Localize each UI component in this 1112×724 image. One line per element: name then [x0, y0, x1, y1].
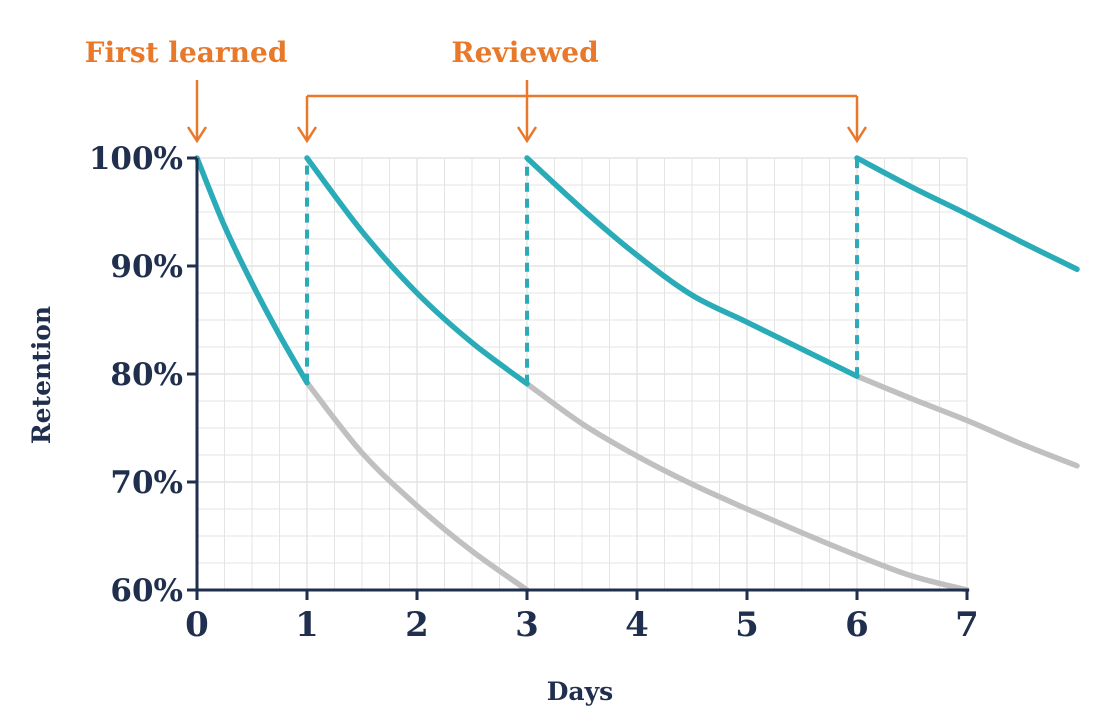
x-tick-label: 0: [185, 605, 209, 645]
x-axis-title: Days: [547, 677, 613, 706]
with-review-curve-2: [304, 155, 530, 387]
x-tick-label: 4: [625, 605, 649, 645]
without-review-curve-1: [304, 379, 530, 593]
reviewed-label: Reviewed: [451, 36, 598, 69]
annotations: First learned Reviewed: [85, 36, 868, 144]
y-tick-label: 80%: [110, 357, 183, 393]
with-review-curve-3: [524, 155, 860, 379]
y-tick-label: 90%: [110, 249, 183, 285]
y-tick-label: 70%: [110, 465, 183, 501]
axes: 0 1 2 3 4 5 6 7 60% 70% 80% 90% 100%: [89, 141, 979, 645]
x-tick-label: 3: [515, 605, 539, 645]
first-learned-label: First learned: [85, 36, 288, 69]
first-learned-arrow-head: [186, 126, 208, 144]
x-tick-label: 2: [405, 605, 429, 645]
x-tick-label: 7: [955, 605, 979, 645]
x-tick-label: 5: [735, 605, 759, 645]
reviewed-arrow-3-head: [846, 126, 868, 144]
reviewed-arrow-1-head: [296, 126, 318, 144]
with-review-curve-4: [854, 155, 1080, 272]
x-tick-label: 1: [295, 605, 319, 645]
x-tick-label: 6: [845, 605, 869, 645]
reviewed-arrow-2-head: [516, 126, 538, 144]
series-layer: [194, 155, 1080, 593]
without-review-curve-2: [524, 380, 970, 593]
y-tick-label: 60%: [110, 573, 183, 609]
with-review-curve-1: [194, 155, 310, 386]
y-axis-title: Retention: [27, 306, 56, 444]
without-review-curve-3: [854, 373, 1080, 469]
y-tick-label: 100%: [89, 141, 183, 177]
